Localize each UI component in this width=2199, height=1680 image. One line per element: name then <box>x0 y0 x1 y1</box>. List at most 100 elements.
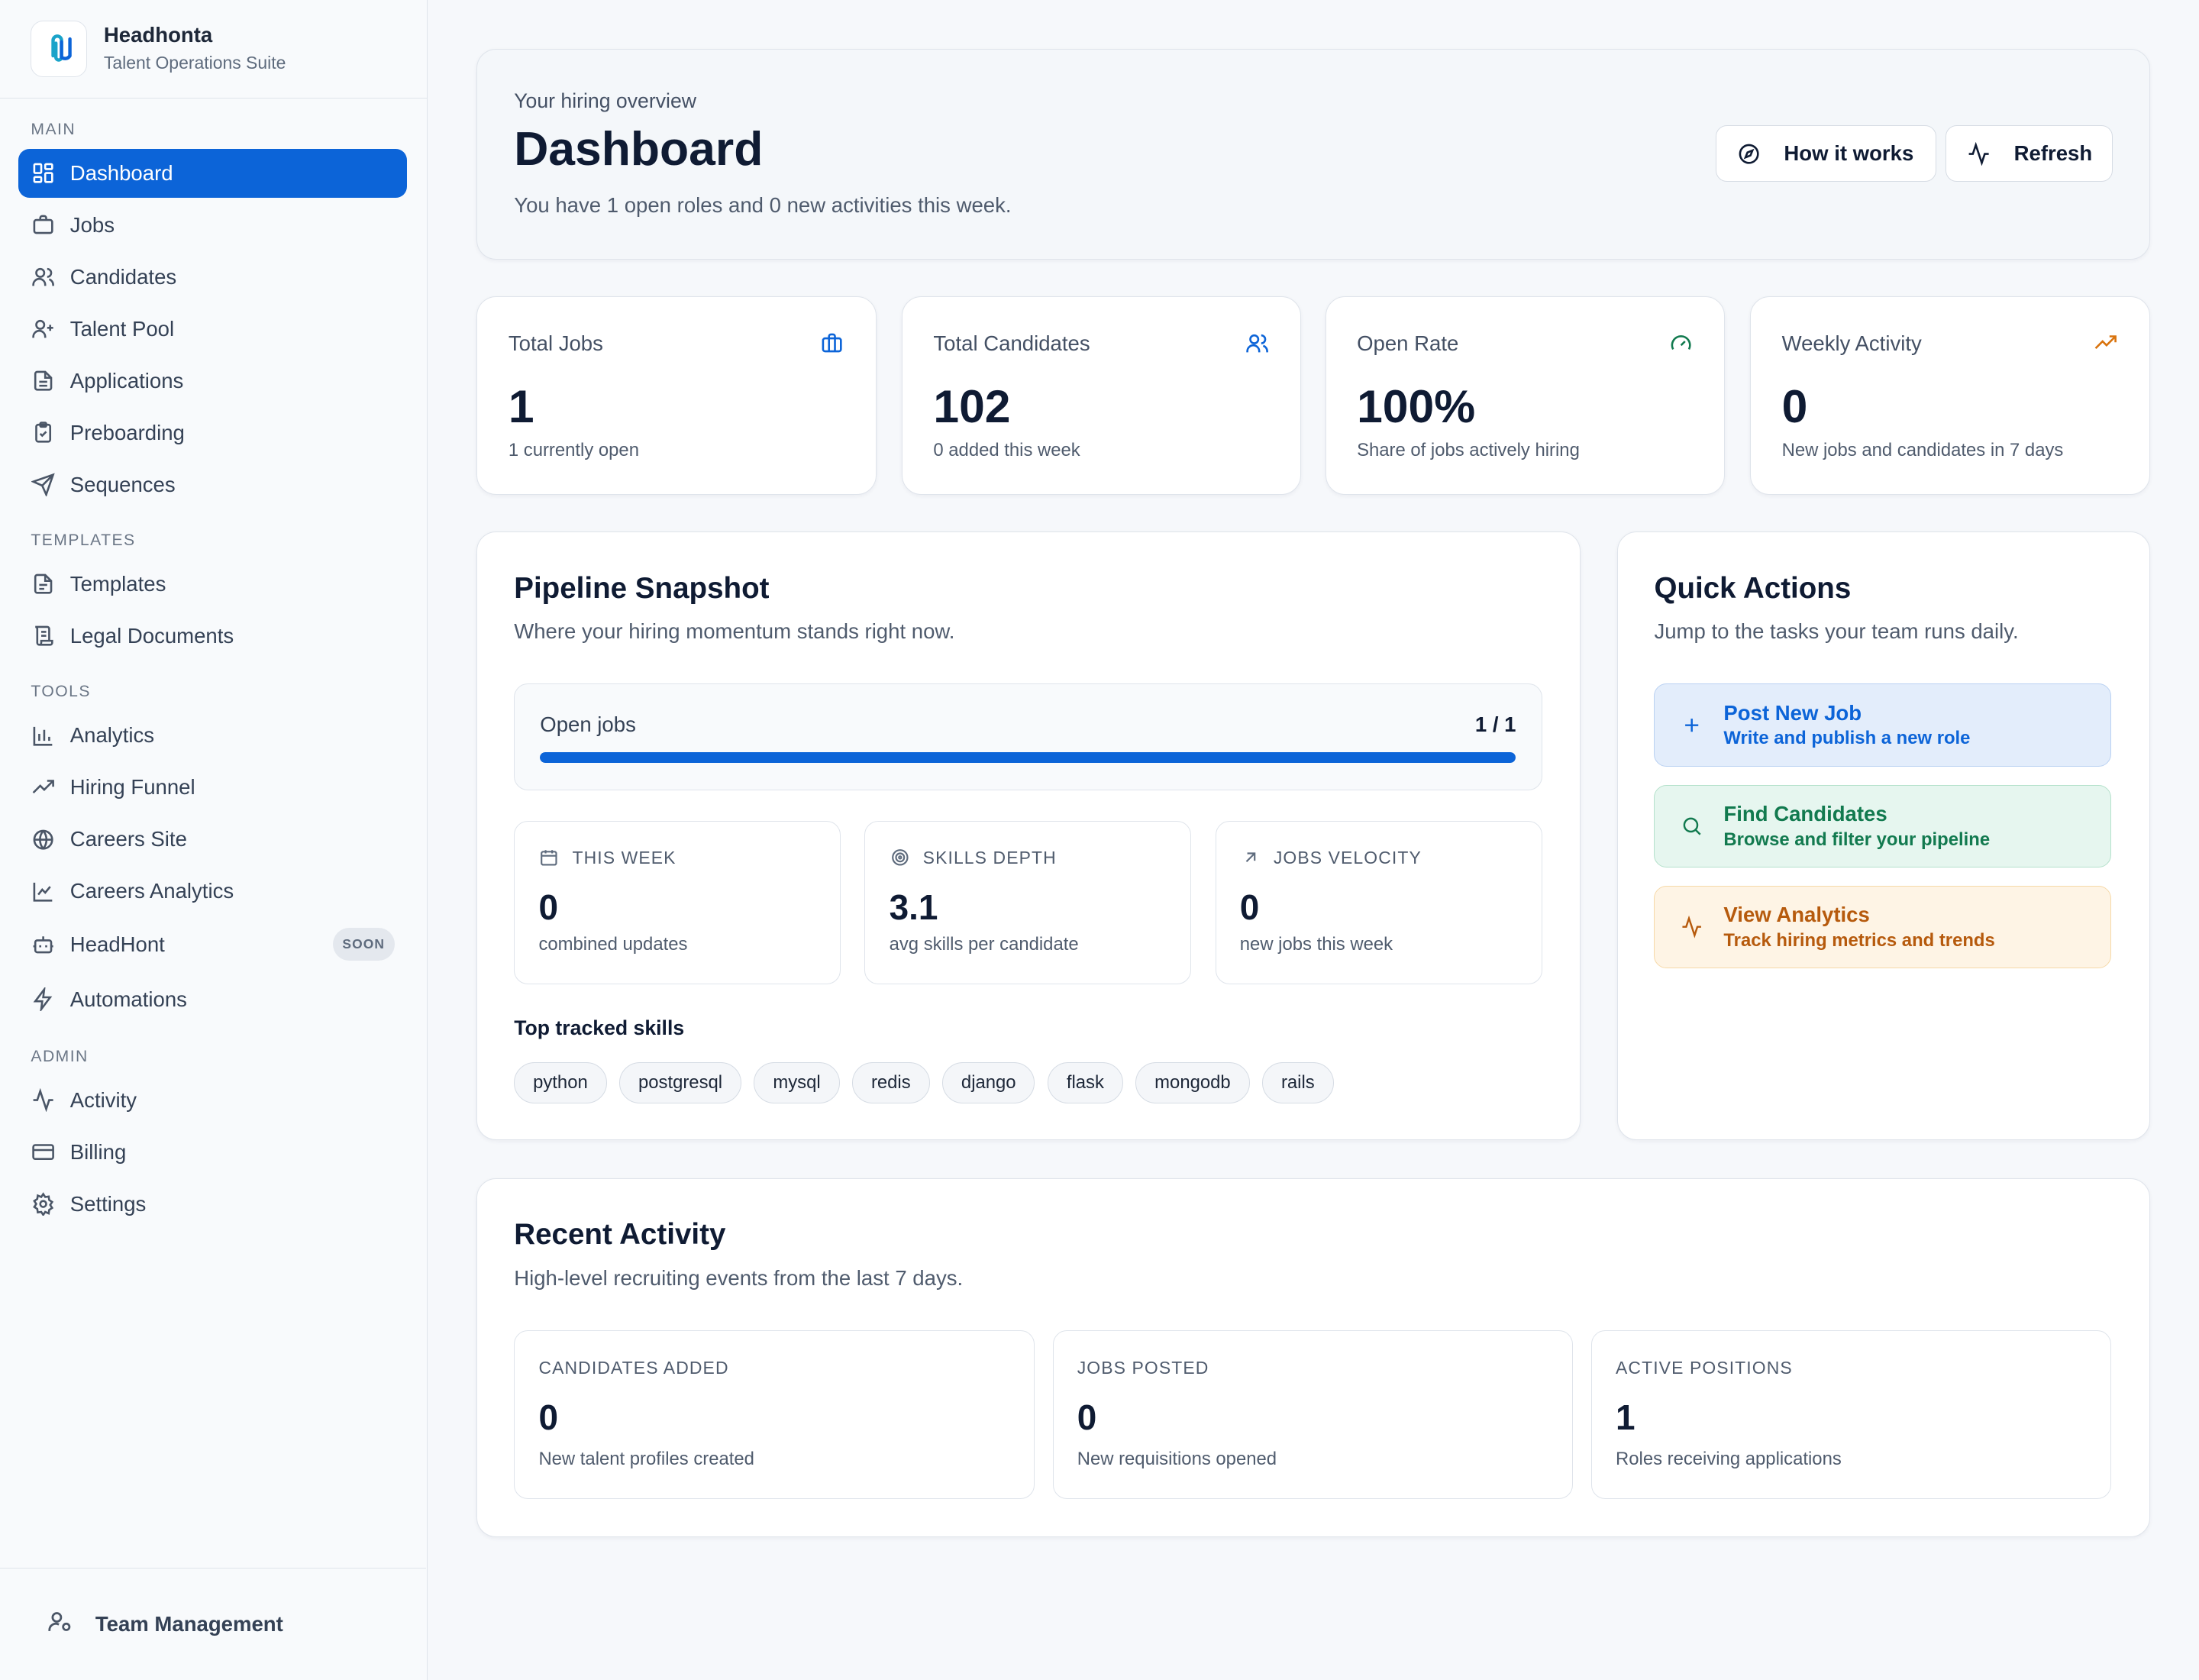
recent-value: 0 <box>538 1397 558 1438</box>
recent-activity-subtitle: High-level recruiting events from the la… <box>514 1265 964 1290</box>
sidebar-item-label: Talent Pool <box>69 316 175 341</box>
sidebar-item-label: Candidates <box>69 264 177 289</box>
metric-value: 0 <box>1239 887 1260 927</box>
skill-chip[interactable]: rails <box>1262 1062 1334 1103</box>
metric-skills-depth: SKILLS DEPTH 3.1 avg skills per candidat… <box>864 821 1192 984</box>
brand-subtitle: Talent Operations Suite <box>103 52 286 73</box>
section-label-main: MAIN <box>31 120 76 138</box>
recent-value: 0 <box>1077 1397 1097 1438</box>
recent-activity-title: Recent Activity <box>514 1218 726 1252</box>
team-management-label: Team Management <box>95 1612 283 1636</box>
pipeline-title: Pipeline Snapshot <box>514 571 770 605</box>
trending-up-icon <box>31 775 56 800</box>
sidebar-item-analytics[interactable]: Analytics <box>18 711 408 760</box>
progress-track <box>540 751 1516 764</box>
stat-value: 100% <box>1357 380 1476 432</box>
metric-jobs-velocity: JOBS VELOCITY 0 new jobs this week <box>1215 821 1542 984</box>
sidebar-item-careers-site[interactable]: Careers Site <box>18 815 408 864</box>
skill-chip[interactable]: postgresql <box>619 1062 741 1103</box>
sidebar-item-activity[interactable]: Activity <box>18 1076 408 1125</box>
sidebar-item-careers-analytics[interactable]: Careers Analytics <box>18 867 408 916</box>
refresh-button[interactable]: Refresh <box>1946 125 2113 182</box>
brand-logo[interactable] <box>31 21 87 77</box>
sidebar-item-settings[interactable]: Settings <box>18 1180 408 1229</box>
clipboard-check-icon <box>31 420 56 445</box>
sidebar-item-label: Careers Analytics <box>69 879 234 903</box>
refresh-label: Refresh <box>2013 141 2093 166</box>
sidebar-item-automations[interactable]: Automations <box>18 974 408 1026</box>
sidebar-item-label: Legal Documents <box>69 623 234 648</box>
open-jobs-label: Open jobs <box>540 712 636 737</box>
metric-label: THIS WEEK <box>572 847 676 867</box>
overview-eyebrow: Your hiring overview <box>514 89 696 112</box>
scroll-icon <box>31 623 56 648</box>
stat-card-total-candidates: Total Candidates 102 0 added this week <box>901 296 1302 496</box>
sidebar-item-headhont[interactable]: HeadHont SOON <box>18 919 408 971</box>
how-it-works-button[interactable]: How it works <box>1716 125 1936 182</box>
find-candidates-button[interactable]: Find Candidates Browse and filter your p… <box>1654 784 2112 868</box>
sidebar-item-preboarding[interactable]: Preboarding <box>18 408 408 457</box>
sidebar-item-label: Analytics <box>69 723 155 748</box>
section-label-admin: ADMIN <box>31 1047 89 1065</box>
skill-chip[interactable]: flask <box>1047 1062 1123 1103</box>
paperclip-logo-icon <box>51 34 73 62</box>
sidebar-item-applications[interactable]: Applications <box>18 356 408 405</box>
pipeline-subtitle: Where your hiring momentum stands right … <box>514 619 955 643</box>
overview-subtitle: You have 1 open roles and 0 new activiti… <box>514 192 1012 217</box>
stat-value: 102 <box>933 380 1011 432</box>
stat-label: Total Candidates <box>933 331 1090 356</box>
stat-note: New jobs and candidates in 7 days <box>1781 439 2064 460</box>
sidebar-item-jobs[interactable]: Jobs <box>18 201 408 250</box>
recent-note: New requisitions opened <box>1077 1449 1277 1470</box>
metric-label: SKILLS DEPTH <box>922 847 1057 867</box>
action-title: Post New Job <box>1723 700 1862 725</box>
sidebar-item-templates[interactable]: Templates <box>18 560 408 609</box>
soon-badge: SOON <box>332 928 395 961</box>
skill-chip[interactable]: mongodb <box>1135 1062 1250 1103</box>
skill-chip[interactable]: mysql <box>754 1062 840 1103</box>
sidebar-item-legal-documents[interactable]: Legal Documents <box>18 612 408 661</box>
sidebar: Headhonta Talent Operations Suite MAIN D… <box>0 0 428 1680</box>
team-management-link[interactable]: Team Management <box>0 1568 427 1680</box>
sidebar-item-candidates[interactable]: Candidates <box>18 253 408 302</box>
metric-note: new jobs this week <box>1239 934 1393 955</box>
compass-icon <box>1736 141 1761 166</box>
sidebar-item-hiring-funnel[interactable]: Hiring Funnel <box>18 763 408 812</box>
view-analytics-button[interactable]: View Analytics Track hiring metrics and … <box>1654 885 2112 969</box>
activity-icon <box>31 1087 56 1113</box>
recent-note: Roles receiving applications <box>1616 1449 1842 1470</box>
sidebar-item-label: Templates <box>69 571 166 596</box>
recent-label: JOBS POSTED <box>1077 1358 1209 1378</box>
quick-actions-title: Quick Actions <box>1654 571 1852 605</box>
recent-active-positions: ACTIVE POSITIONS 1 Roles receiving appli… <box>1590 1330 2112 1499</box>
skills-title: Top tracked skills <box>514 1016 685 1039</box>
sidebar-item-billing[interactable]: Billing <box>18 1128 408 1177</box>
metric-this-week: THIS WEEK 0 combined updates <box>514 821 841 984</box>
post-new-job-button[interactable]: Post New Job Write and publish a new rol… <box>1654 683 2112 767</box>
skill-chip[interactable]: django <box>942 1062 1035 1103</box>
recent-label: CANDIDATES ADDED <box>538 1358 729 1378</box>
sidebar-item-label: Preboarding <box>69 420 185 444</box>
gear-icon <box>31 1191 56 1216</box>
skill-chip[interactable]: python <box>514 1062 607 1103</box>
stat-value: 1 <box>508 380 534 432</box>
stat-label: Weekly Activity <box>1781 331 1922 356</box>
sidebar-item-dashboard[interactable]: Dashboard <box>18 148 408 198</box>
briefcase-icon <box>31 212 56 237</box>
sidebar-item-label: Automations <box>69 987 187 1011</box>
user-cog-icon <box>47 1609 73 1640</box>
action-subtitle: Browse and filter your pipeline <box>1723 829 1991 850</box>
sidebar-item-talent-pool[interactable]: Talent Pool <box>18 305 408 354</box>
recent-jobs-posted: JOBS POSTED 0 New requisitions opened <box>1052 1330 1573 1499</box>
action-title: Find Candidates <box>1723 801 1887 825</box>
overview-header: Your hiring overview Dashboard You have … <box>476 49 2150 260</box>
skill-chip[interactable]: redis <box>852 1062 930 1103</box>
metric-value: 3.1 <box>889 887 938 927</box>
sidebar-item-sequences[interactable]: Sequences <box>18 460 408 509</box>
action-subtitle: Write and publish a new role <box>1723 728 1971 749</box>
stat-card-open-rate: Open Rate 100% Share of jobs actively hi… <box>1325 296 1726 496</box>
users-icon <box>31 264 56 289</box>
calendar-icon <box>538 848 560 869</box>
file-text-icon <box>31 571 56 596</box>
activity-icon <box>1679 915 1704 940</box>
